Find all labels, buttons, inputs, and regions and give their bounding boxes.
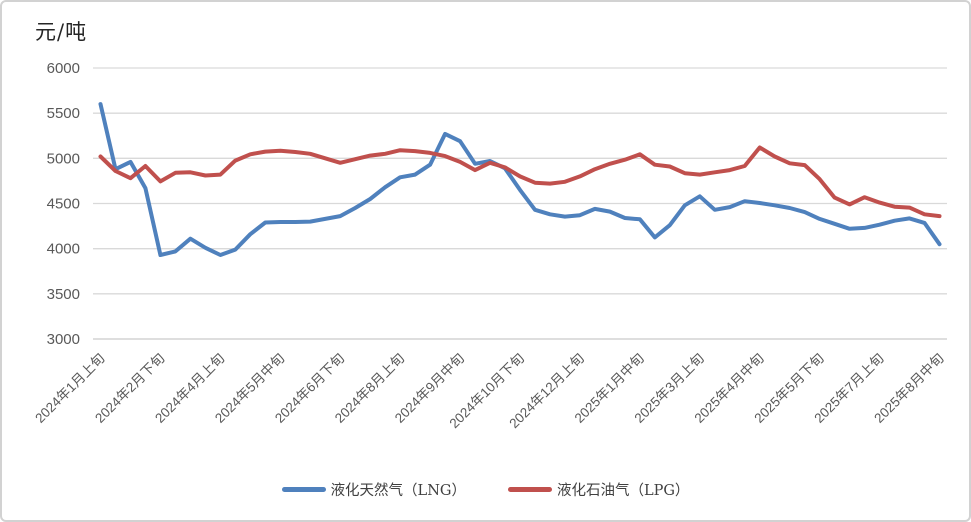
y-axis-unit-label: 元/吨 [35,20,88,44]
lng-legend-label: 液化天然气（LNG） [330,483,466,499]
legend-item-lng: 液化天然气（LNG） [281,479,466,500]
lpg-line-swatch-icon [507,487,552,492]
lpg-price-line [98,145,942,219]
y-axis-tick-label: 3000 [47,331,80,348]
lng-line-swatch-icon [281,487,326,492]
legend-item-lpg: 液化石油气（LPG） [507,479,690,500]
chart-legend: 液化天然气（LNG） 液化石油气（LPG） [2,479,969,500]
y-axis-tick-label: 5500 [47,105,80,122]
lpg-legend-label: 液化石油气（LPG） [556,483,690,499]
y-axis-tick-label: 4500 [47,196,80,213]
y-axis-tick-label: 3500 [47,286,80,303]
lng-price-line [98,102,942,257]
y-axis-tick-label: 5000 [47,150,80,167]
y-axis-tick-label: 6000 [47,60,80,77]
y-axis-tick-label: 4000 [47,241,80,258]
